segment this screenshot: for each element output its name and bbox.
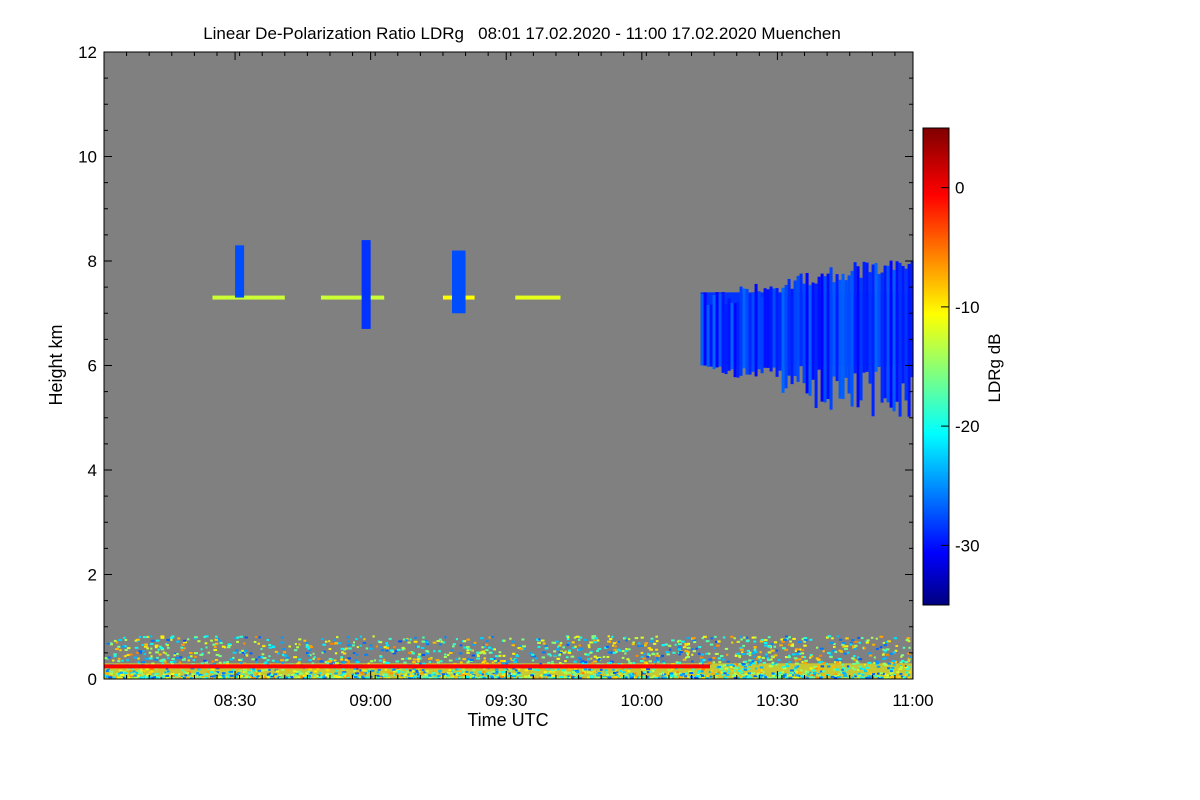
streak-mark bbox=[212, 295, 285, 300]
colorbar-tick-label: -30 bbox=[955, 536, 980, 555]
colorbar-tick-label: -10 bbox=[955, 298, 980, 317]
fallstreak-mark bbox=[361, 240, 371, 329]
fallstreak-mark bbox=[235, 245, 245, 298]
x-axis-label: Time UTC bbox=[467, 710, 548, 730]
x-tick-label: 10:30 bbox=[756, 691, 799, 710]
data-layer bbox=[104, 240, 914, 679]
y-tick-label: 12 bbox=[78, 43, 97, 62]
streak-mark bbox=[515, 295, 561, 300]
colorbar bbox=[922, 127, 950, 606]
y-tick-label: 6 bbox=[88, 357, 97, 376]
x-tick-label: 10:00 bbox=[621, 691, 664, 710]
colorbar-tick-label: 0 bbox=[955, 179, 964, 198]
x-tick-label: 08:30 bbox=[214, 691, 257, 710]
colorbar-axis: 0 -10 -20 -30 bbox=[941, 179, 980, 555]
x-axis: 08:30 09:00 09:30 10:00 10:30 11:00 bbox=[103, 52, 934, 710]
colorbar-tick-label: -20 bbox=[955, 417, 980, 436]
x-tick-label: 11:00 bbox=[892, 691, 933, 710]
y-tick-label: 10 bbox=[78, 148, 97, 167]
x-tick-label: 09:00 bbox=[349, 691, 392, 710]
chart-title: Linear De-Polarization Ratio LDRg 08:01 … bbox=[203, 24, 841, 43]
y-axis-label: Height km bbox=[46, 324, 66, 405]
y-tick-label: 0 bbox=[88, 670, 97, 689]
x-tick-label: 09:30 bbox=[485, 691, 528, 710]
fallstreak-mark bbox=[452, 250, 466, 314]
y-axis: 0 2 4 6 8 10 12 bbox=[78, 43, 913, 689]
y-tick-label: 8 bbox=[88, 252, 97, 271]
y-tick-label: 4 bbox=[88, 461, 97, 480]
colorbar-label: LDRg dB bbox=[985, 334, 1004, 403]
y-tick-label: 2 bbox=[88, 566, 97, 585]
cloud-mark bbox=[700, 260, 914, 417]
streak-mark bbox=[320, 295, 385, 300]
